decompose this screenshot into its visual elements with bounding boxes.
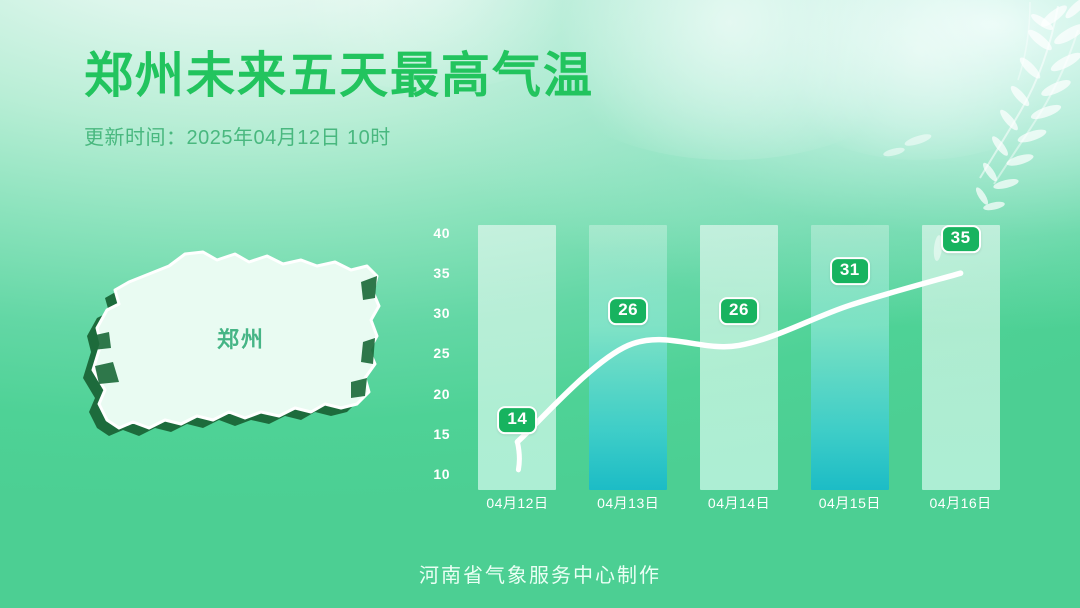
temperature-value-badge: 14	[497, 405, 538, 434]
temperature-value-badge: 26	[608, 297, 649, 326]
henan-map-icon	[83, 250, 381, 436]
y-axis-tick: 10	[433, 465, 450, 482]
y-axis-tick: 20	[433, 385, 450, 402]
x-axis: 04月12日 04月13日 04月14日 04月15日 04月16日	[462, 493, 1016, 519]
y-axis-tick: 15	[433, 425, 450, 442]
x-axis-tick: 04月12日	[486, 495, 549, 511]
map-shape	[91, 250, 381, 430]
temperature-value-badge: 31	[829, 257, 870, 286]
x-axis-tick: 04月13日	[597, 495, 660, 511]
bar-backdrop	[700, 225, 778, 490]
x-axis-tick: 04月16日	[929, 495, 992, 511]
page-title: 郑州未来五天最高气温	[84, 49, 595, 103]
x-axis-tick: 04月15日	[818, 495, 881, 511]
map-city-label: 郑州	[217, 327, 266, 352]
y-axis: 40 35 30 25 20 15 10	[416, 225, 450, 490]
temperature-chart: 40 35 30 25 20 15 10 14 26 26 31 35 04月12日 04月13日 04…	[416, 225, 1016, 511]
update-time: 更新时间：2025年04月12日 10时	[84, 126, 391, 149]
x-axis-tick: 04月14日	[707, 495, 771, 511]
y-axis-tick: 35	[433, 265, 450, 282]
y-axis-tick: 25	[433, 345, 450, 362]
temperature-value-badge: 35	[940, 225, 981, 254]
footer-credit: 河南省气象服务中心制作	[419, 565, 661, 587]
bar-backdrop	[589, 225, 668, 490]
y-axis-tick: 40	[433, 225, 450, 242]
temperature-line	[514, 270, 964, 473]
bar-backdrop	[921, 225, 1000, 490]
temperature-value-badge: 26	[719, 297, 759, 326]
y-axis-tick: 30	[433, 305, 450, 322]
bar-backdrop-group	[462, 225, 1016, 490]
henan-map: 郑州	[75, 240, 415, 465]
header: 郑州未来五天最高气温 更新时间：2025年04月12日 10时	[84, 48, 594, 150]
